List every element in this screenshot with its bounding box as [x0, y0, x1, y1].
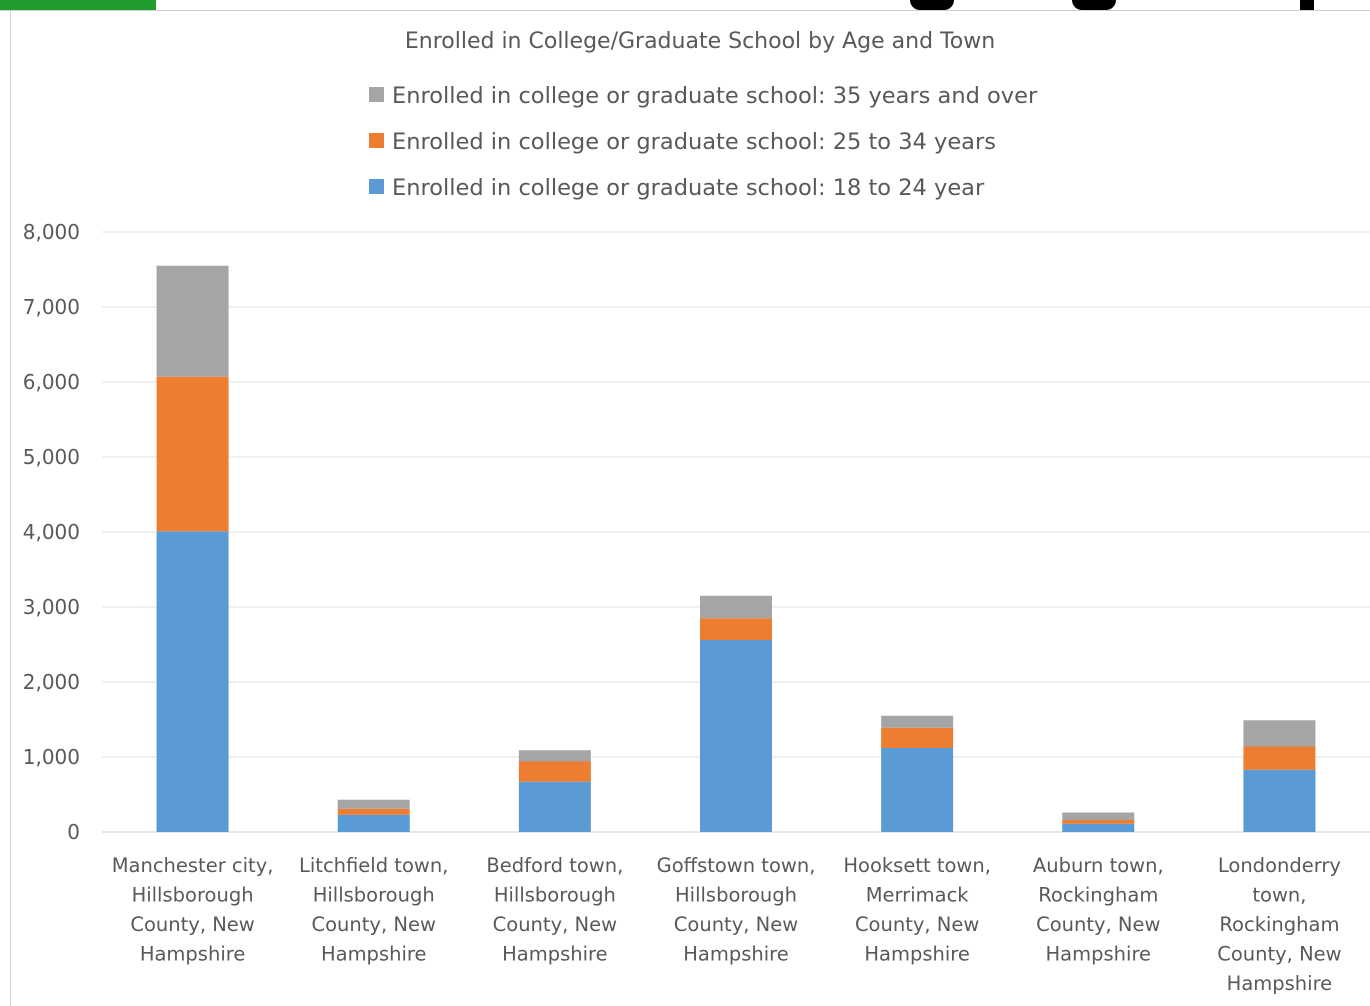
bar-segment[interactable] [881, 727, 954, 748]
window-top-strip [0, 0, 1370, 11]
bar-segment[interactable] [518, 781, 591, 832]
bars [156, 265, 1316, 832]
legend-label: Enrolled in college or graduate school: … [392, 83, 1038, 109]
x-tick-label: County, New [855, 913, 979, 936]
x-tick-label: Hampshire [683, 943, 789, 966]
frame-border [10, 10, 11, 1006]
bar-segment[interactable] [337, 808, 410, 815]
x-tick-label: County, New [1217, 943, 1341, 966]
legend-swatch [369, 87, 384, 102]
y-tick-label: 2,000 [23, 670, 80, 694]
x-tick-label: Manchester city, [112, 854, 274, 877]
bar-segment[interactable] [156, 531, 229, 832]
x-tick-label: Hampshire [1227, 972, 1333, 995]
x-tick-label: Auburn town, [1033, 854, 1164, 877]
x-tick-label: town, [1252, 884, 1306, 907]
toolbar-icon[interactable] [910, 0, 954, 10]
x-tick-label: Hillsborough [494, 884, 616, 907]
bar-segment[interactable] [1062, 812, 1135, 821]
y-axis: 0 1,000 2,000 3,000 4,000 5,000 6,000 7,000 8,00… [23, 220, 80, 844]
x-tick-label: Rockingham [1219, 913, 1339, 936]
x-tick-label: Goffstown town, [657, 854, 816, 877]
bar-segment[interactable] [337, 799, 410, 809]
x-tick-label: Hampshire [1046, 943, 1152, 966]
bar-segment[interactable] [337, 814, 410, 832]
bar-segment[interactable] [518, 750, 591, 762]
x-tick-label: Hampshire [140, 943, 246, 966]
bar-segment[interactable] [1243, 720, 1316, 747]
bar-segment[interactable] [1062, 820, 1135, 824]
legend-label: Enrolled in college or graduate school: … [392, 129, 996, 155]
gridlines [102, 231, 1370, 833]
x-tick-label: County, New [130, 913, 254, 936]
chart-title: Enrolled in College/Graduate School by A… [405, 29, 995, 54]
bar-segment[interactable] [881, 748, 954, 832]
legend-label: Enrolled in college or graduate school: … [392, 175, 985, 201]
x-tick-label: Londonderry [1218, 854, 1341, 877]
x-tick-label: Rockingham [1038, 884, 1158, 907]
y-tick-label: 0 [67, 820, 80, 844]
bar-segment[interactable] [1243, 746, 1316, 770]
toolbar-icon[interactable] [1300, 0, 1314, 10]
y-tick-label: 8,000 [23, 220, 80, 244]
x-tick-label: Hillsborough [675, 884, 797, 907]
legend: Enrolled in college or graduate school: … [369, 83, 1038, 201]
x-tick-label: Hillsborough [313, 884, 435, 907]
x-tick-label: Merrimack [866, 884, 970, 907]
y-tick-label: 3,000 [23, 595, 80, 619]
x-tick-label: Hillsborough [132, 884, 254, 907]
y-tick-label: 4,000 [23, 520, 80, 544]
x-tick-label: County, New [1036, 913, 1160, 936]
legend-swatch [369, 179, 384, 194]
bar-segment[interactable] [156, 265, 229, 377]
x-tick-label: Hampshire [864, 943, 970, 966]
x-tick-label: Bedford town, [486, 854, 623, 877]
x-tick-label: County, New [493, 913, 617, 936]
bar-segment[interactable] [1243, 769, 1316, 832]
bar-segment[interactable] [1062, 823, 1135, 832]
legend-swatch [369, 133, 384, 148]
bar-segment[interactable] [518, 761, 591, 782]
bar-segment[interactable] [700, 640, 772, 832]
bar-segment[interactable] [700, 595, 772, 619]
x-tick-label: Hooksett town, [843, 854, 991, 877]
x-tick-label: Litchfield town, [299, 854, 448, 877]
bar-segment[interactable] [156, 376, 229, 532]
bar-segment[interactable] [881, 715, 954, 728]
x-tick-label: County, New [674, 913, 798, 936]
y-tick-label: 7,000 [23, 295, 80, 319]
y-tick-label: 1,000 [23, 745, 80, 769]
x-tick-label: Hampshire [321, 943, 427, 966]
x-tick-label: County, New [312, 913, 436, 936]
toolbar-icon[interactable] [1072, 0, 1116, 10]
y-tick-label: 5,000 [23, 445, 80, 469]
x-axis: Manchester city, Hillsborough County, New H… [112, 854, 1342, 995]
active-tab-indicator[interactable] [0, 0, 156, 10]
y-tick-label: 6,000 [23, 370, 80, 394]
bar-segment[interactable] [700, 618, 772, 640]
x-tick-label: Hampshire [502, 943, 608, 966]
